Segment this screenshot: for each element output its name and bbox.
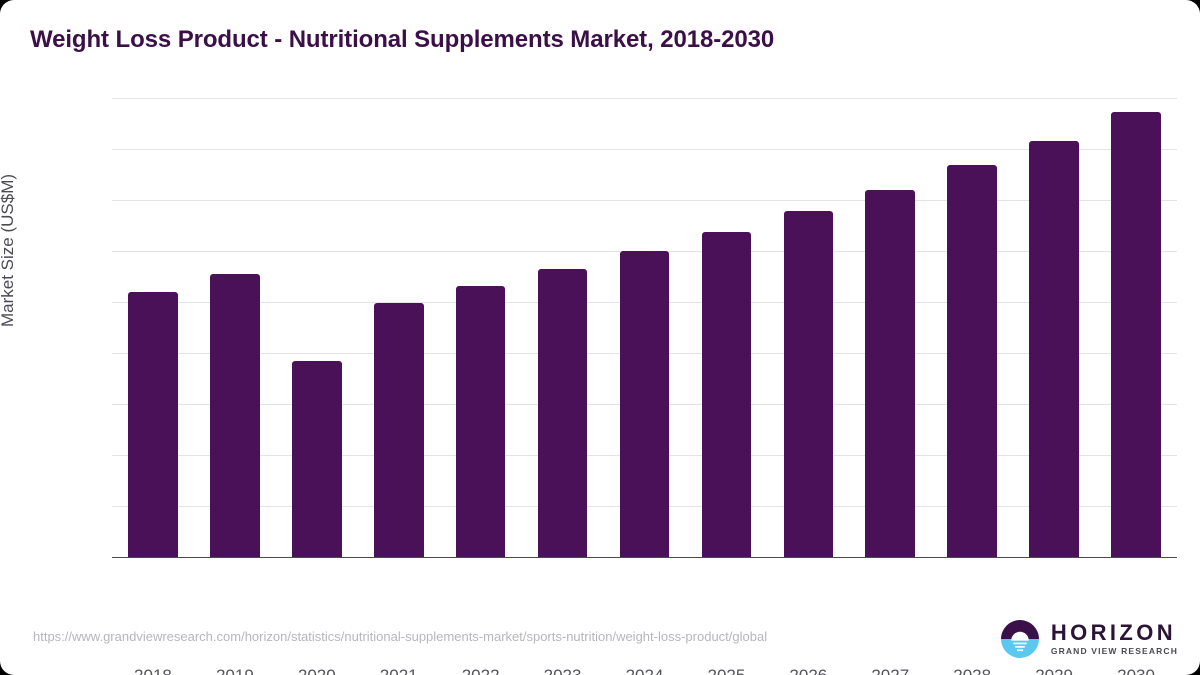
source-url[interactable]: https://www.grandviewresearch.com/horizo…: [33, 629, 768, 644]
bar[interactable]: [701, 231, 752, 557]
bar[interactable]: [455, 286, 506, 557]
x-axis-tick-label: 2030: [1117, 666, 1155, 675]
bar[interactable]: [210, 273, 260, 557]
bar[interactable]: [128, 291, 178, 557]
plot-area: 01k2k3k4k5k6k7k8k9k 20182019202020212022…: [112, 98, 1177, 675]
logo-tagline: GRAND VIEW RESEARCH: [1050, 645, 1178, 656]
x-axis-tick-label: 2028: [953, 666, 991, 675]
x-axis-tick-label: 2019: [216, 666, 254, 675]
x-axis-tick-label: 2022: [462, 666, 500, 675]
x-axis-tick-label: 2023: [544, 666, 582, 675]
page-title: Weight Loss Product - Nutritional Supple…: [30, 26, 775, 53]
bar[interactable]: [373, 302, 424, 557]
gridline: [112, 98, 1177, 99]
x-axis-tick-label: 2024: [626, 666, 664, 675]
bar[interactable]: [1111, 111, 1161, 557]
x-axis-tick-label: 2025: [708, 666, 746, 675]
bar[interactable]: [537, 268, 588, 557]
y-axis-title: Market Size (US$M): [0, 173, 17, 327]
bar[interactable]: [1029, 140, 1079, 557]
x-axis-tick-label: 2027: [871, 666, 909, 675]
bar[interactable]: [783, 211, 834, 557]
horizon-sunrise-icon: [1000, 620, 1039, 658]
bar[interactable]: [292, 361, 342, 557]
x-axis-tick-label: 2021: [380, 666, 418, 675]
x-axis-tick-label: 2018: [134, 666, 172, 675]
bar[interactable]: [947, 165, 997, 557]
logo-text: HORIZON GRAND VIEW RESEARCH: [1050, 619, 1178, 657]
horizon-logo: HORIZON GRAND VIEW RESEARCH: [998, 617, 1178, 661]
x-axis-tick-label: 2029: [1035, 666, 1073, 675]
x-axis-tick-label: 2026: [789, 666, 827, 675]
bar[interactable]: [865, 189, 916, 557]
gridline: [112, 200, 1177, 201]
bar[interactable]: [619, 250, 670, 557]
gridline: [112, 149, 1177, 150]
axis-baseline: [112, 557, 1177, 558]
x-axis-tick-label: 2020: [298, 666, 336, 675]
logo-wordmark: HORIZON: [1050, 619, 1177, 645]
